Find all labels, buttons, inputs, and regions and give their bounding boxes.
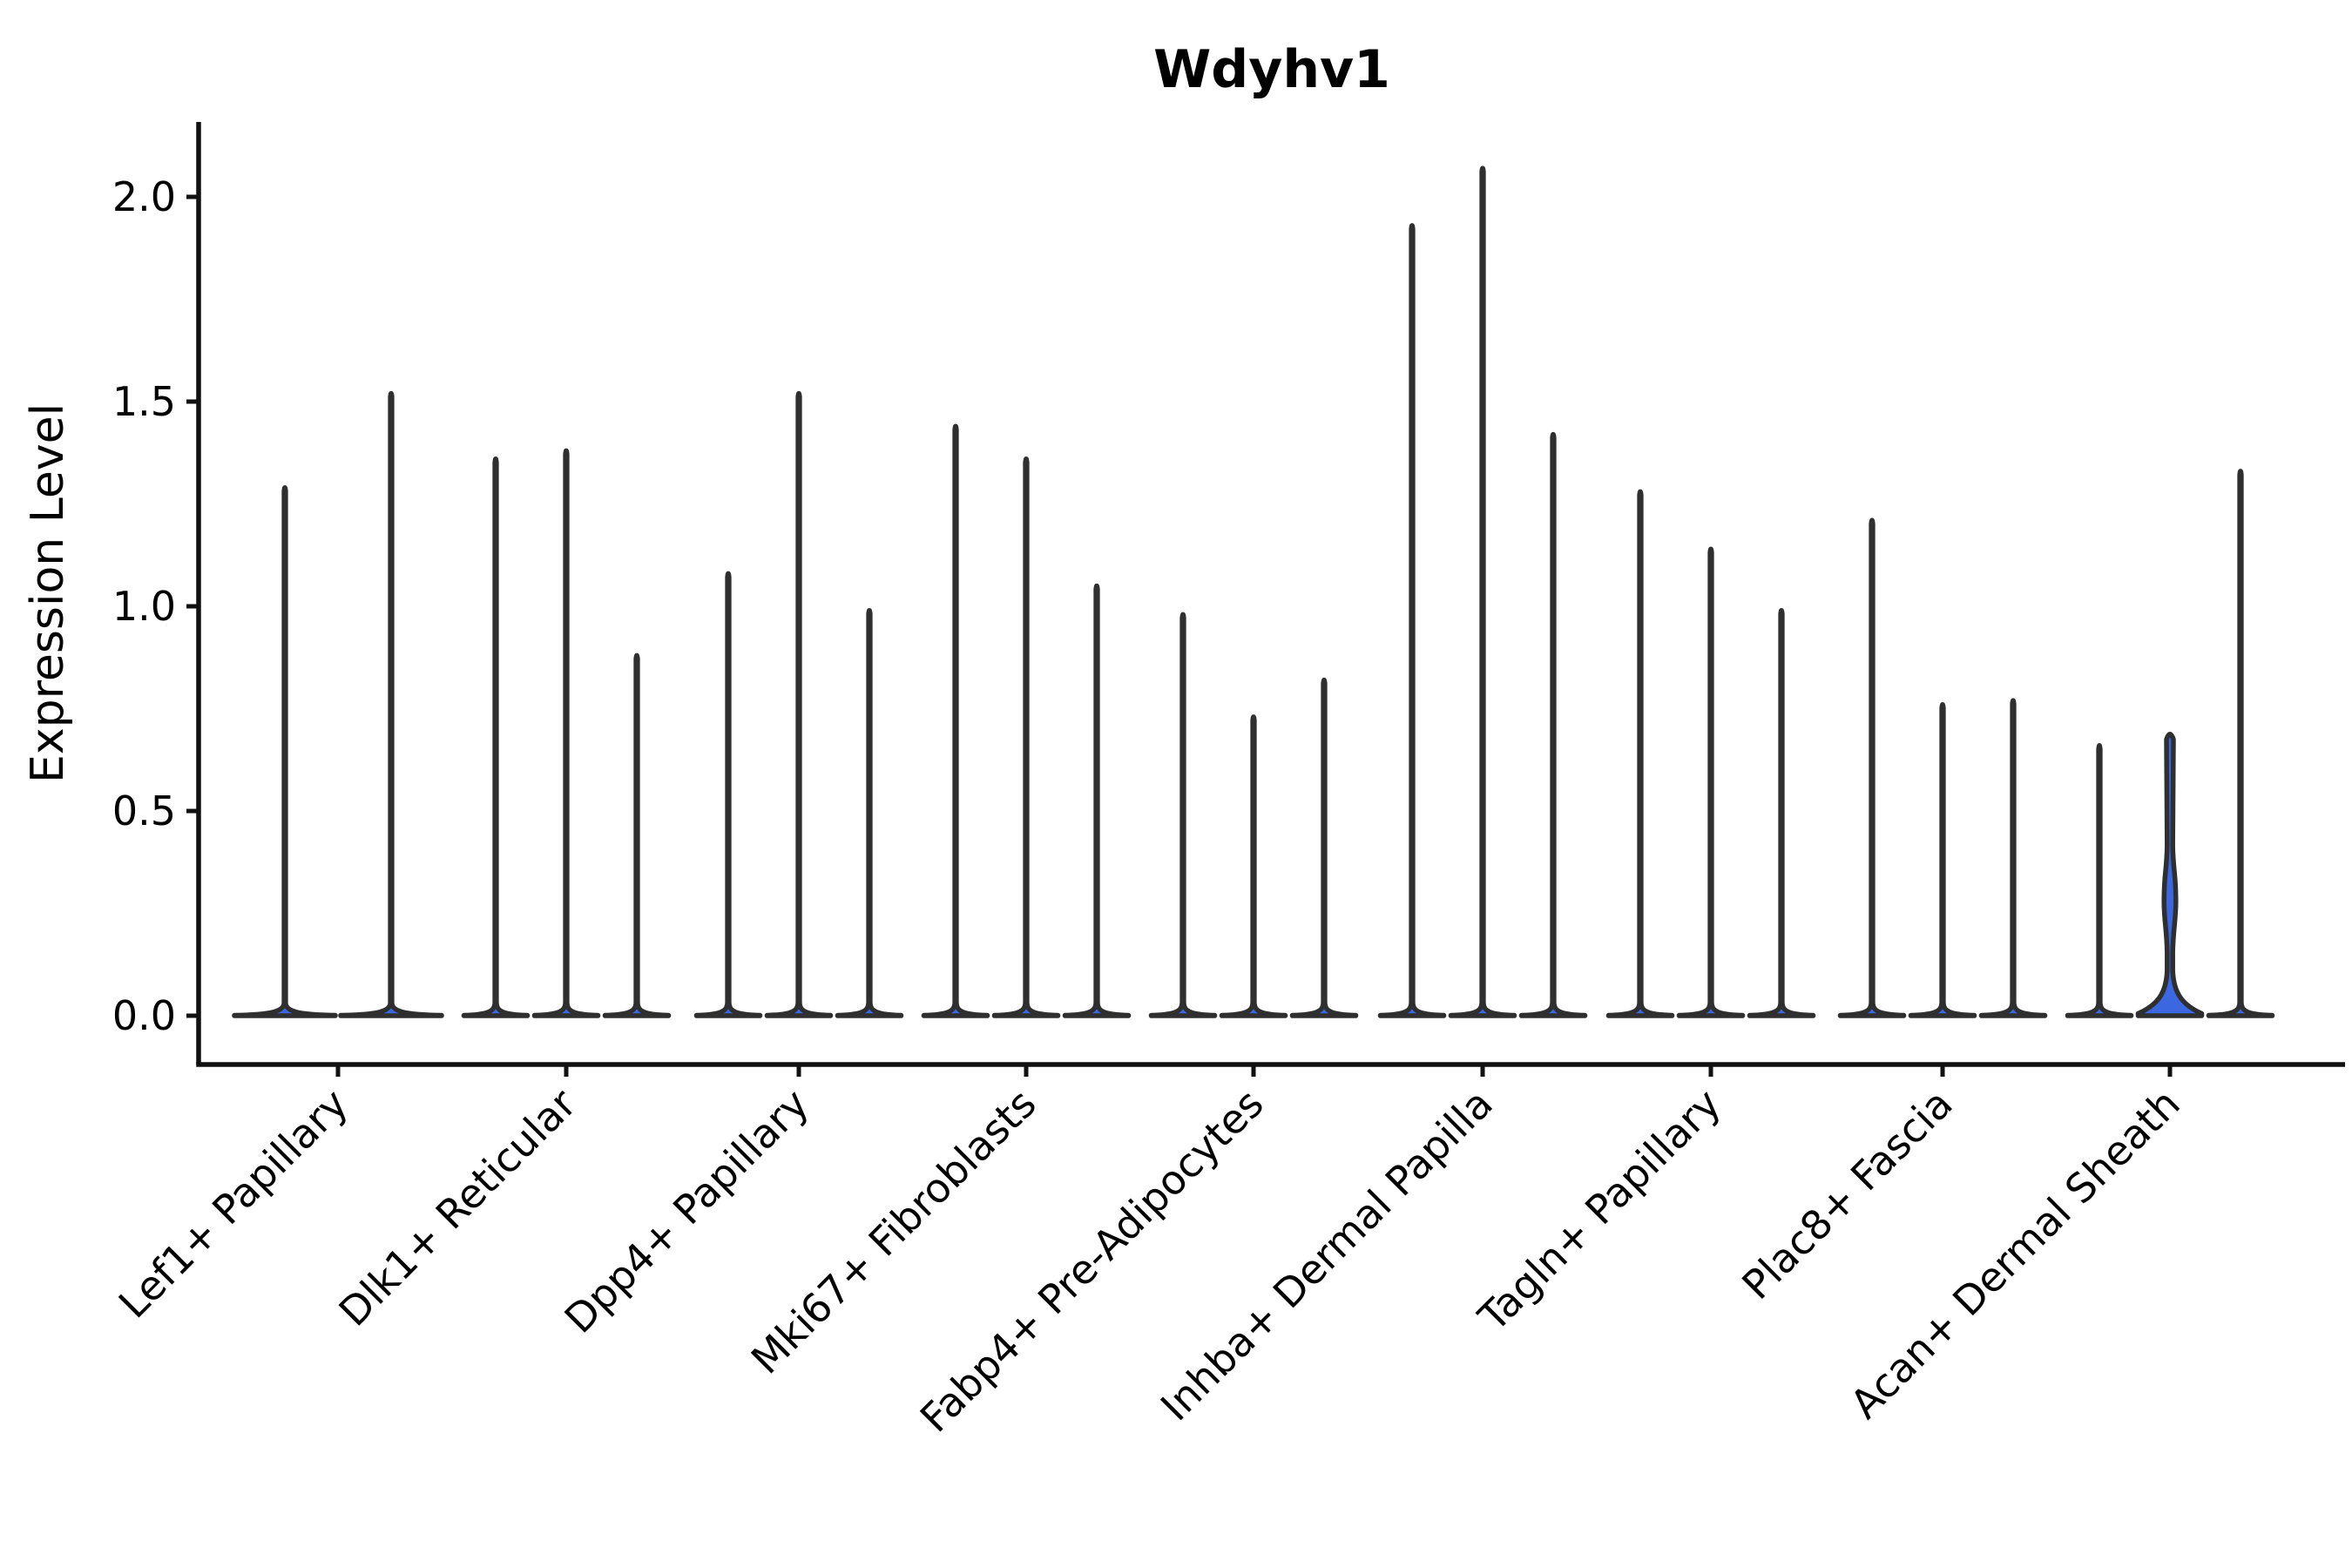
violin [2065,743,2134,1018]
x-tick-label: Lef1+ Papillary [110,1080,357,1328]
violin [602,652,672,1018]
violin [1448,166,1517,1018]
y-axis-ticks: 0.0 0.5 1.0 1.5 2.0 [112,173,199,1039]
y-tick-label: 0.0 [112,992,176,1039]
violin [921,423,990,1018]
violin [1605,489,1675,1018]
violin-series [232,166,2275,1018]
violin [232,484,338,1018]
y-tick-label: 1.5 [112,378,176,425]
violin [991,456,1061,1018]
violin [1747,607,1816,1018]
violin [835,607,904,1018]
x-tick-label: Plac8+ Fascia [1733,1080,1961,1308]
axis-spines [196,122,2345,1067]
y-tick-label: 1.0 [112,583,176,630]
violin [2135,731,2205,1018]
y-tick-label: 0.5 [112,787,176,835]
violin [1908,702,1977,1018]
violin [2206,469,2275,1018]
violin [1062,583,1132,1018]
violin [1978,698,2048,1018]
x-tick-label: Tagln+ Papillary [1469,1080,1730,1342]
x-tick-label: Dlk1+ Reticular [330,1080,585,1335]
violin [338,390,444,1018]
violin [764,390,834,1018]
violin [531,448,601,1018]
y-axis-label: Expression Level [22,403,74,783]
violin [693,571,763,1018]
chart-title: Wdyhv1 [1153,39,1390,100]
violin [1377,223,1447,1018]
violin [1676,546,1746,1018]
violin [1148,612,1218,1018]
violin [1219,714,1288,1018]
violin [1837,517,1907,1018]
violin [461,456,531,1018]
y-tick-label: 2.0 [112,173,176,220]
violin [1289,677,1359,1018]
x-tick-label: Dpp4+ Papillary [556,1080,818,1342]
violin [1518,431,1588,1018]
